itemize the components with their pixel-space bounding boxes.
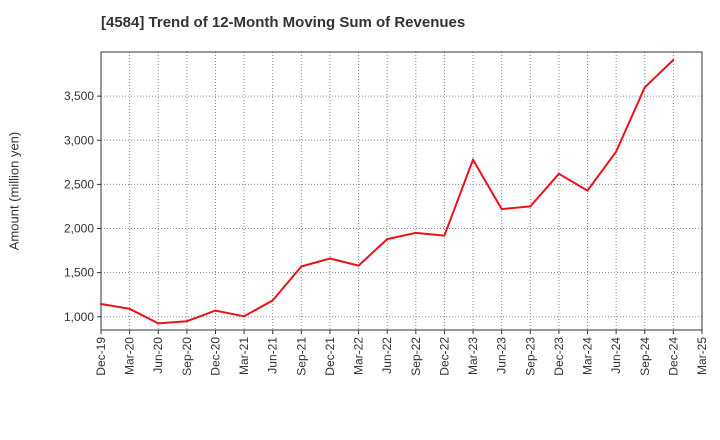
x-tick-label: Dec-19 xyxy=(94,337,108,376)
x-tick-label: Mar-22 xyxy=(352,337,366,375)
data-point xyxy=(643,86,646,89)
data-point xyxy=(529,205,532,208)
data-point xyxy=(100,302,102,305)
x-tick-label: Sep-23 xyxy=(523,337,537,376)
data-point xyxy=(557,172,560,175)
x-tick-label: Jun-23 xyxy=(495,337,509,374)
x-tick-label: Dec-20 xyxy=(208,337,222,376)
x-tick-label: Mar-20 xyxy=(123,337,137,375)
data-point xyxy=(300,265,303,268)
x-tick-label: Dec-24 xyxy=(666,337,680,376)
x-tick-label: Dec-23 xyxy=(552,337,566,376)
x-tick-label: Sep-22 xyxy=(409,337,423,376)
x-tick-label: Mar-25 xyxy=(695,337,709,375)
data-point xyxy=(328,257,331,260)
plot-area-border xyxy=(100,51,703,331)
y-tick-label: 1,500 xyxy=(64,266,94,280)
data-point xyxy=(386,238,389,241)
y-tick-label: 3,500 xyxy=(64,89,94,103)
x-tick-label: Jun-24 xyxy=(609,337,623,374)
x-tick-label: Jun-21 xyxy=(266,337,280,374)
data-point xyxy=(443,234,446,237)
data-point xyxy=(357,264,360,267)
data-point xyxy=(586,189,589,192)
data-point xyxy=(472,158,475,161)
y-tick-label: 1,000 xyxy=(64,310,94,324)
data-point xyxy=(414,231,417,234)
x-tick-label: Mar-21 xyxy=(237,337,251,375)
x-tick-label: Sep-20 xyxy=(180,337,194,376)
data-point xyxy=(157,322,160,325)
data-point xyxy=(243,315,246,318)
y-tick-label: 3,000 xyxy=(64,133,94,147)
data-point xyxy=(185,320,188,323)
x-tick-label: Dec-21 xyxy=(323,337,337,376)
x-tick-label: Sep-21 xyxy=(294,337,308,376)
x-tick-label: Jun-22 xyxy=(380,337,394,374)
x-tick-label: Sep-24 xyxy=(638,337,652,376)
data-point xyxy=(615,150,618,153)
data-point xyxy=(271,299,274,302)
x-tick-label: Jun-20 xyxy=(151,337,165,374)
x-tick-label: Mar-23 xyxy=(466,337,480,375)
data-point xyxy=(500,208,503,211)
data-point xyxy=(672,58,675,61)
y-tick-label: 2,000 xyxy=(64,222,94,236)
chart-title: [4584] Trend of 12-Month Moving Sum of R… xyxy=(101,14,466,31)
y-tick-label: 2,500 xyxy=(64,177,94,191)
x-tick-label: Mar-24 xyxy=(581,337,595,375)
x-tick-label: Dec-22 xyxy=(437,337,451,376)
data-point xyxy=(214,309,217,312)
data-point xyxy=(128,307,131,310)
